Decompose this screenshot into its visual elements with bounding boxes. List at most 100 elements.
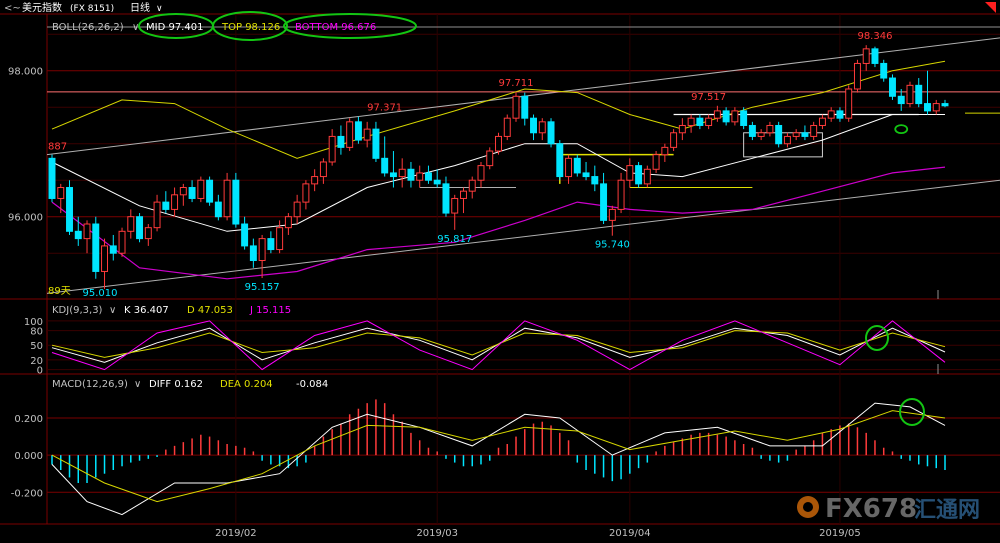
macd-y-tick: -0.200 [11, 488, 43, 499]
price-annotation-label: 89天 [48, 286, 71, 297]
candle-body [416, 172, 424, 181]
candle-body [197, 179, 205, 199]
price-annotation-label: 97.517 [691, 92, 726, 103]
candle-body [565, 157, 573, 178]
candle-body [792, 132, 800, 137]
price-annotation-label: 98.346 [857, 31, 892, 42]
candle-body [748, 124, 756, 137]
candle-body [932, 103, 940, 112]
macd-caret-icon[interactable]: ∨ [134, 379, 141, 390]
candle-body [302, 183, 310, 203]
candle-body [162, 201, 170, 210]
boll-top-line [51, 60, 946, 159]
candle-body [381, 157, 389, 174]
period-selector[interactable]: 日线 [130, 1, 150, 14]
kdj-y-tick: 50 [30, 341, 43, 352]
candle-body [354, 121, 362, 141]
candle-body [538, 121, 546, 134]
annotation-circle-low [894, 124, 909, 135]
kdj-y-tick: 100 [24, 317, 43, 328]
candle-body [214, 201, 222, 218]
price-annotation-label: 95.157 [245, 282, 280, 293]
chevron-down-icon[interactable]: ∨ [156, 4, 163, 14]
candle-body [223, 179, 231, 218]
price-y-tick: 96.000 [8, 213, 43, 224]
candle-body [591, 176, 599, 185]
candle-body [74, 230, 82, 240]
price-y-tick: 98.000 [8, 67, 43, 78]
candle-body [521, 95, 529, 119]
candle-body [101, 245, 109, 272]
candle-body [171, 194, 179, 210]
back-arrow-icon[interactable]: <~ [4, 3, 21, 14]
candle-body [319, 161, 327, 178]
candle-body [556, 143, 564, 178]
candle-body [249, 245, 257, 262]
macd-line-diff [51, 402, 946, 516]
price-annotation-label: 95.740 [595, 240, 630, 251]
candle-body [888, 77, 896, 97]
candle-body [582, 172, 590, 178]
boll-legend-top: TOP 98.126 [221, 22, 280, 33]
candle-body [460, 190, 467, 199]
candle-body [433, 179, 441, 185]
candle-body [941, 103, 949, 107]
kdj-y-tick: 80 [30, 327, 43, 338]
candle-body [573, 157, 581, 174]
header-bar: <~ 美元指数 (FX 8151) 日线 ∨ [4, 1, 996, 14]
macd-y-tick: 0.200 [14, 414, 43, 425]
macd-annotation-circle [899, 398, 925, 426]
candle-body [468, 179, 476, 192]
candle-body [363, 128, 371, 141]
candle-body [451, 197, 459, 214]
candle-body [477, 165, 485, 181]
price-annotation-label: 97.371 [367, 103, 402, 114]
candle-body [924, 103, 931, 112]
kdj-y-tick: 20 [30, 356, 43, 367]
candle-body [643, 168, 651, 185]
candle-body [293, 201, 301, 218]
candle-body [398, 168, 406, 178]
kdj-caret-icon[interactable]: ∨ [109, 305, 116, 316]
kdj-legend-name: KDJ(9,3,3) [52, 305, 103, 316]
candle-body [906, 84, 914, 105]
kdj-legend: KDJ(9,3,3) ∨ K 36.407 D 47.053 J 15.115 [52, 305, 291, 316]
x-date-label: 2019/04 [609, 528, 651, 539]
candle-body [740, 110, 748, 126]
macd-y-tick: 0.000 [14, 451, 43, 462]
candle-body [783, 135, 791, 145]
candle-body [547, 121, 555, 145]
candle-body [801, 132, 809, 137]
kdj-legend-d: D 47.053 [187, 305, 233, 316]
candle-body [66, 187, 73, 232]
watermark-cn: 汇通网 [914, 498, 980, 523]
candle-body [827, 110, 835, 119]
macd-line-dea [51, 410, 946, 503]
candle-body [897, 95, 905, 105]
candle-body [389, 172, 397, 178]
candle-body [337, 135, 345, 148]
candle-body [862, 48, 870, 64]
candle-body [57, 187, 65, 199]
boll-bottom-line [51, 166, 946, 280]
price-annotation-label: 95.817 [437, 234, 472, 245]
candle-body [661, 146, 669, 156]
macd-legend-dea: DEA 0.204 [220, 379, 273, 390]
candle-body [871, 48, 879, 64]
candle-body [442, 183, 450, 214]
candle-body [486, 150, 494, 167]
candle-body [241, 223, 249, 247]
boll-legend-bottom: BOTTOM 96.676 [295, 22, 376, 33]
candle-body [617, 179, 625, 210]
candle-body [503, 117, 511, 137]
candle-body [705, 117, 713, 126]
kdj-y-tick: 0 [37, 366, 43, 377]
candle-body [179, 187, 187, 196]
boll-caret-icon[interactable]: ∨ [132, 22, 139, 33]
candle-body [372, 128, 380, 159]
candle-body [880, 62, 888, 79]
candle-body [92, 223, 100, 272]
candle-body [346, 121, 354, 148]
candle-body [144, 227, 152, 240]
